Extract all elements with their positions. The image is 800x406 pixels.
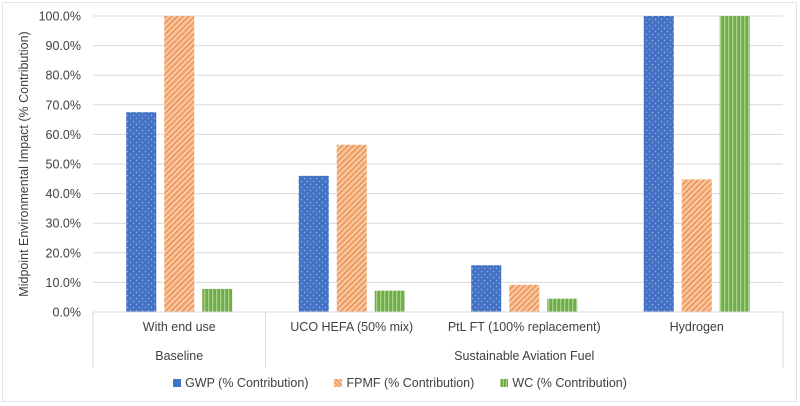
y-axis-label: Midpoint Environmental Impact (% Contrib… [17,31,31,296]
legend-item: WC (% Contribution) [500,376,627,390]
x-axis: With end use UCO HEFA (50% mix) PtL FT (10… [92,311,784,368]
bar-wc-0 [202,288,233,312]
x-tick-label: With end use [143,320,216,334]
bar-fpmf-0 [164,16,195,312]
bar-wc-3 [719,16,750,312]
legend-swatch-icon [334,379,343,387]
bar-gwp-3 [643,16,674,312]
legend-swatch-icon [500,379,509,387]
bar-gwp-0 [126,112,157,312]
bar-fpmf-3 [681,179,712,312]
bar-fpmf-2 [509,284,540,312]
legend-swatch-icon [173,379,182,387]
bar-gwp-2 [471,265,502,312]
chart-frame [2,2,797,402]
y-tick-label: 60.0% [46,128,81,142]
x-tick-label: Hydrogen [670,320,724,334]
legend-item: GWP (% Contribution) [173,376,308,390]
x-tick-label: PtL FT (100% replacement) [448,320,601,334]
legend: GWP (% Contribution) FPMF (% Contribution… [0,376,800,390]
y-tick-label: 20.0% [46,246,81,260]
y-tick-label: 90.0% [46,39,81,53]
y-tick-label: 10.0% [46,276,81,290]
y-tick-label: 70.0% [46,98,81,112]
bars [126,16,750,312]
bar-wc-1 [374,290,405,312]
y-tick-label: 50.0% [46,158,81,172]
y-tick-label: 40.0% [46,187,81,201]
bar-wc-2 [547,298,578,312]
gridlines [93,15,783,283]
y-axis-ticks: 0.0% 10.0% 20.0% 30.0% 40.0% 50.0% 60.0% 70.0% 8… [39,10,81,320]
x-group-label: Sustainable Aviation Fuel [454,349,594,363]
y-tick-label: 0.0% [53,306,82,320]
legend-item: FPMF (% Contribution) [334,376,474,390]
x-group-label: Baseline [155,349,203,363]
bar-fpmf-1 [336,144,367,312]
y-tick-label: 30.0% [46,217,81,231]
bar-gwp-1 [298,175,329,312]
y-tick-label: 80.0% [46,69,81,83]
legend-label: GWP (% Contribution) [185,376,309,390]
x-tick-label: UCO HEFA (50% mix) [290,320,413,334]
legend-label: FPMF (% Contribution) [346,376,475,390]
legend-label: WC (% Contribution) [512,376,627,390]
y-tick-label: 100.0% [39,10,81,24]
